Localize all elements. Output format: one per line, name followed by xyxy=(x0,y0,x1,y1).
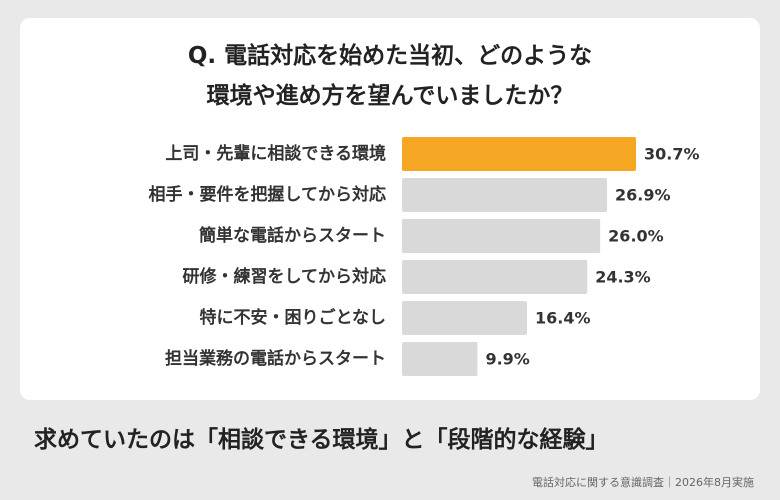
category-label: 簡単な電話からスタート xyxy=(198,225,386,246)
bar xyxy=(402,301,528,335)
category-label: 上司・先輩に相談できる環境 xyxy=(165,143,386,164)
title-line-1: Q. 電話対応を始めた当初、どのような xyxy=(187,43,593,69)
value-label: 9.9% xyxy=(485,350,529,369)
chart-card: Q. 電話対応を始めた当初、どのような 環境や進め方を望んでいましたか？ 上司・… xyxy=(20,18,760,400)
value-label: 30.7% xyxy=(644,145,700,164)
value-label: 26.0% xyxy=(608,227,664,246)
bar xyxy=(402,137,636,171)
title-line-2: 環境や進め方を望んでいましたか？ xyxy=(206,83,574,109)
value-label: 24.3% xyxy=(595,268,651,287)
category-label: 担当業務の電話からスタート xyxy=(165,348,386,369)
bar-chart: 上司・先輩に相談できる環境 30.7% 相手・要件を把握してから対応 26.9% 簡単な… xyxy=(149,137,700,376)
value-label: 26.9% xyxy=(615,186,671,205)
value-label: 16.4% xyxy=(535,309,591,328)
bar xyxy=(402,342,478,376)
bar xyxy=(402,260,588,294)
bar xyxy=(402,219,601,253)
category-label: 研修・練習をしてから対応 xyxy=(183,266,387,287)
bar xyxy=(402,178,608,212)
category-label: 特に不安・困りごとなし xyxy=(200,307,387,328)
source-note: 電話対応に関する意識調査｜2026年8月実施 xyxy=(532,476,754,489)
category-label: 相手・要件を把握してから対応 xyxy=(149,184,387,205)
conclusion-text: 求めていたのは「相談できる環境」と「段階的な経験」 xyxy=(34,427,609,453)
chart-title: Q. 電話対応を始めた当初、どのような 環境や進め方を望んでいましたか？ xyxy=(20,36,760,116)
